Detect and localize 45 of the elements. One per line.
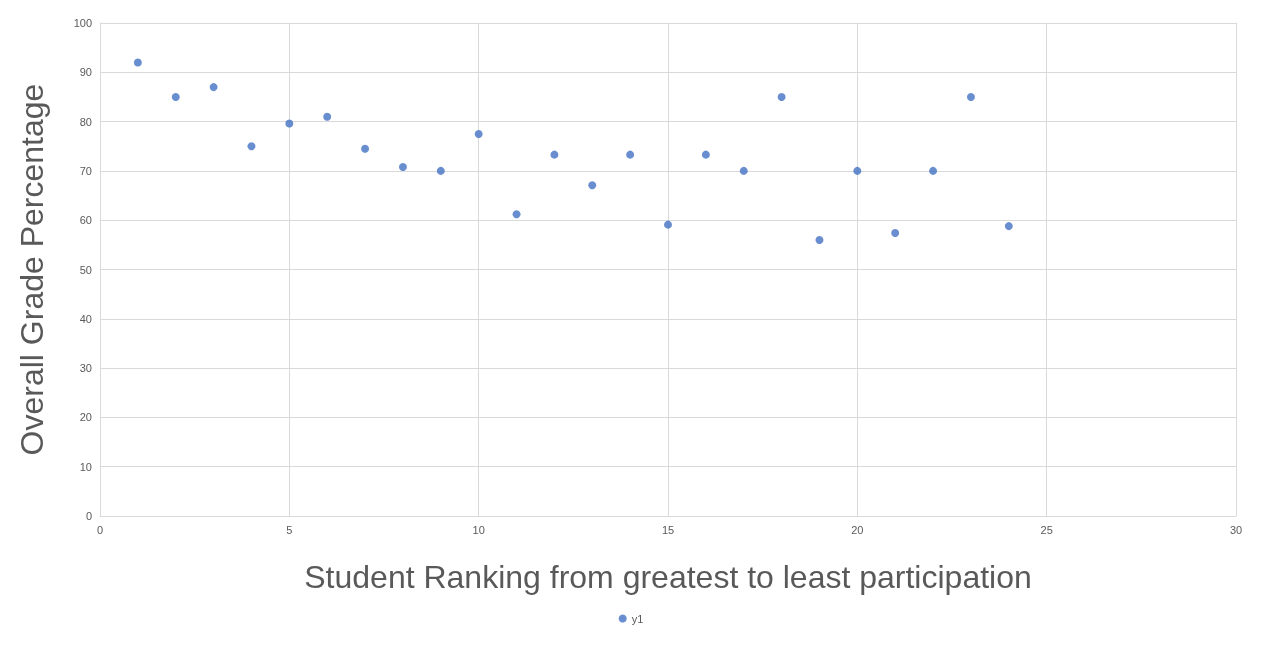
y-tick-label: 60 xyxy=(79,214,92,227)
point xyxy=(171,92,180,101)
point xyxy=(285,119,294,128)
point xyxy=(626,150,635,159)
point xyxy=(1004,222,1013,231)
y-tick-label: 80 xyxy=(79,115,92,128)
point xyxy=(323,112,332,121)
point xyxy=(209,83,218,92)
x-tick-label: 25 xyxy=(1040,523,1053,536)
x-tick-label: 20 xyxy=(851,523,864,536)
point xyxy=(588,181,597,190)
point xyxy=(474,129,483,138)
point xyxy=(739,166,748,175)
point xyxy=(777,92,786,101)
legend-label: y1 xyxy=(631,612,644,625)
point xyxy=(398,162,407,171)
point xyxy=(247,142,256,151)
point xyxy=(550,150,559,159)
y-tick-label: 40 xyxy=(79,312,92,325)
point xyxy=(361,144,370,153)
x-tick-label: 10 xyxy=(472,523,485,536)
y-tick-label: 20 xyxy=(79,411,92,424)
point xyxy=(966,92,975,101)
y-tick-label: 10 xyxy=(79,460,92,473)
x-tick-label: 30 xyxy=(1229,523,1243,536)
point xyxy=(436,166,445,175)
point xyxy=(133,58,142,67)
x-tick-label: 0 xyxy=(96,523,104,536)
y-tick-label: 0 xyxy=(85,510,92,522)
x-tick-label: 15 xyxy=(661,523,675,536)
y-tick-label: 30 xyxy=(79,362,92,375)
point xyxy=(701,150,710,159)
y-axis-title: Overall Grade Percentage xyxy=(14,83,50,456)
x-axis-title: Student Ranking from greatest to least participation xyxy=(304,559,1032,595)
point xyxy=(929,166,938,175)
y-tick-label: 50 xyxy=(79,263,92,276)
y-tick-label: 90 xyxy=(79,66,92,79)
y-tick-label: 70 xyxy=(79,164,92,177)
point xyxy=(664,220,672,229)
point xyxy=(891,229,900,238)
x-tick-label: 5 xyxy=(286,523,293,536)
point xyxy=(853,166,862,175)
point xyxy=(815,235,824,244)
y-tick-label: 100 xyxy=(73,17,92,29)
point xyxy=(512,210,521,219)
